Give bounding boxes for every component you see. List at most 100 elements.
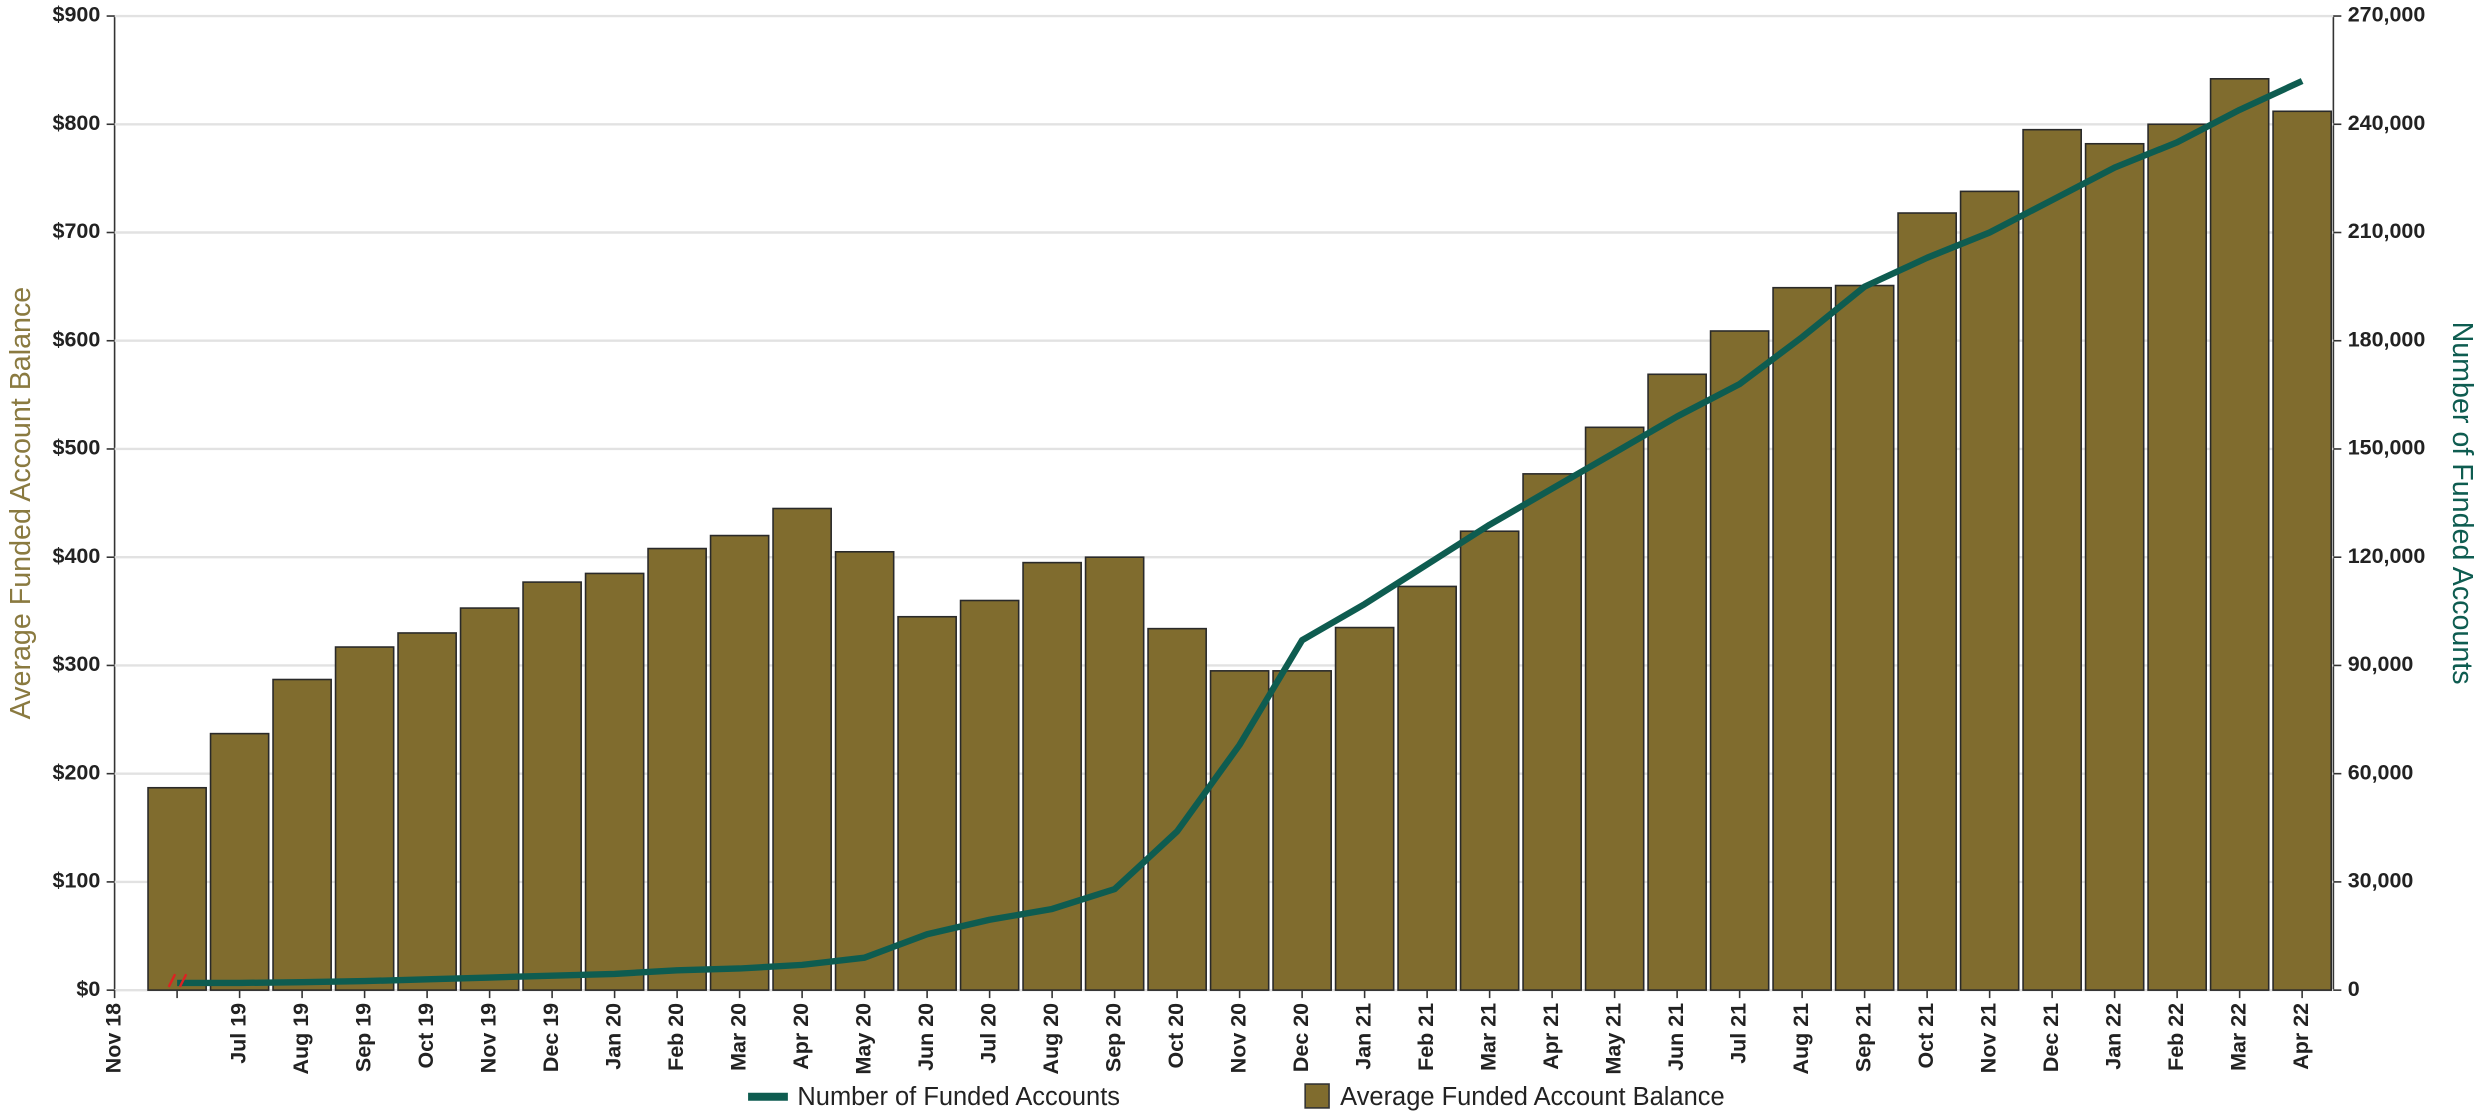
y2-tick-label: 30,000 (2348, 869, 2414, 893)
x-tick-label: Dec 20 (1289, 1003, 1313, 1072)
x-tick-label: Jan 20 (601, 1003, 625, 1070)
x-tick-label: Jul 20 (976, 1003, 1000, 1064)
bar (1959, 190, 2020, 991)
x-tick-label: Jun 20 (914, 1003, 938, 1071)
bar (272, 678, 332, 991)
x-tick-label: Mar 20 (726, 1003, 750, 1071)
y2-tick-label: 120,000 (2348, 544, 2426, 568)
bar (1147, 627, 1207, 991)
bar (1647, 373, 1707, 991)
bar (647, 547, 707, 991)
x-tick-label: May 20 (851, 1003, 875, 1075)
x-tick-label: Dec 21 (2039, 1003, 2063, 1072)
bar (1897, 212, 1957, 991)
bar (772, 507, 832, 991)
y2-tick-label: 270,000 (2348, 3, 2426, 27)
x-tick-label: Feb 21 (1414, 1003, 1438, 1071)
x-tick-label: Aug 20 (1039, 1003, 1063, 1075)
y2-tick-label: 90,000 (2348, 652, 2414, 676)
x-tick-label: Sep 19 (351, 1003, 375, 1072)
bar (397, 632, 457, 991)
x-tick-label: Feb 20 (664, 1003, 688, 1071)
x-tick-label: Mar 22 (2226, 1003, 2250, 1071)
y-tick-label: $500 (53, 436, 101, 460)
x-tick-label: Nov 21 (1976, 1003, 2000, 1073)
y2-tick-label: 210,000 (2348, 219, 2426, 243)
legend-label: Average Funded Account Balance (1340, 1083, 1724, 1111)
y-tick-label: $100 (53, 869, 101, 893)
y-tick-label: $200 (53, 760, 101, 784)
x-tick-label: Sep 21 (1851, 1003, 1875, 1072)
bar (2209, 78, 2270, 991)
x-tick-label: Jan 21 (1351, 1003, 1375, 1070)
bar (1272, 670, 1332, 991)
bar (1709, 330, 1770, 991)
axis-break (167, 973, 188, 988)
lines (177, 78, 2304, 987)
x-tick-label: May 21 (1601, 1003, 1625, 1075)
x-tick-label: Nov 20 (1226, 1003, 1250, 1073)
x-tick-label: Apr 21 (1539, 1003, 1563, 1070)
y2-tick-label: 0 (2348, 977, 2360, 1001)
y2-axis-title: Number of Funded Accounts (2446, 322, 2478, 685)
x-tick-label: Jul 21 (1726, 1003, 1750, 1064)
bar (2147, 123, 2207, 991)
x-tick-label: Jan 22 (2101, 1003, 2125, 1070)
x-tick-label: Sep 20 (1101, 1003, 1125, 1072)
x-tick-label: Aug 19 (289, 1003, 313, 1075)
y-tick-label: $600 (53, 327, 101, 351)
y-tick-label: $300 (53, 652, 101, 676)
bar (834, 550, 895, 991)
x-tick-label: Dec 19 (539, 1003, 563, 1072)
bar (1209, 670, 1270, 991)
x-tick-label: Apr 20 (789, 1003, 813, 1070)
bars (147, 78, 2332, 991)
bar (709, 534, 770, 991)
x-tick-label: Oct 19 (414, 1003, 438, 1069)
y-axis-title: Average Funded Account Balance (5, 287, 37, 720)
bar (1334, 626, 1395, 991)
bar (1584, 426, 1645, 991)
bar (584, 572, 645, 991)
bar (1772, 286, 1832, 991)
x-tick-label: Mar 21 (1476, 1003, 1500, 1071)
x-tick-label: Aug 21 (1789, 1003, 1813, 1075)
labels: $0 $100 $200 $300 $400 $500 $600 $700 $800 $900 0 3… (53, 3, 2426, 1075)
bar (959, 599, 1020, 991)
bar (334, 646, 395, 991)
y2-tick-label: 240,000 (2348, 111, 2426, 135)
y2-tick-label: 150,000 (2348, 436, 2426, 460)
x-tick-label: Apr 22 (2289, 1003, 2313, 1070)
line (177, 78, 2304, 987)
bar (1084, 556, 1145, 991)
bar (2272, 110, 2332, 991)
x-tick-label: Nov 19 (476, 1003, 500, 1073)
y-tick-label: $900 (53, 3, 101, 27)
x-tick-label: Jul 19 (226, 1003, 250, 1064)
y2-tick-label: 60,000 (2348, 760, 2414, 784)
bar (209, 732, 270, 991)
bar (147, 786, 207, 991)
y-tick-label: $800 (53, 111, 101, 135)
legend-label: Number of Funded Accounts (797, 1083, 1120, 1111)
bar (459, 607, 520, 991)
bar (1397, 585, 1457, 991)
bar (522, 581, 582, 991)
bar (2022, 128, 2082, 991)
x-tick-label: Oct 20 (1164, 1003, 1188, 1069)
y-tick-label: $0 (76, 977, 100, 1001)
legend-swatch (1304, 1083, 1330, 1109)
x-tick-label: Nov 18 (101, 1003, 125, 1073)
bar (1022, 561, 1082, 991)
bar (1834, 284, 1895, 991)
y2-tick-label: 180,000 (2348, 327, 2426, 351)
bar (1522, 473, 1582, 991)
x-tick-label: Oct 21 (1914, 1003, 1938, 1069)
bar (2084, 142, 2145, 991)
x-tick-label: Jun 21 (1664, 1003, 1688, 1071)
y-tick-label: $400 (53, 544, 101, 568)
y-tick-label: $700 (53, 219, 101, 243)
bar (1459, 530, 1520, 991)
